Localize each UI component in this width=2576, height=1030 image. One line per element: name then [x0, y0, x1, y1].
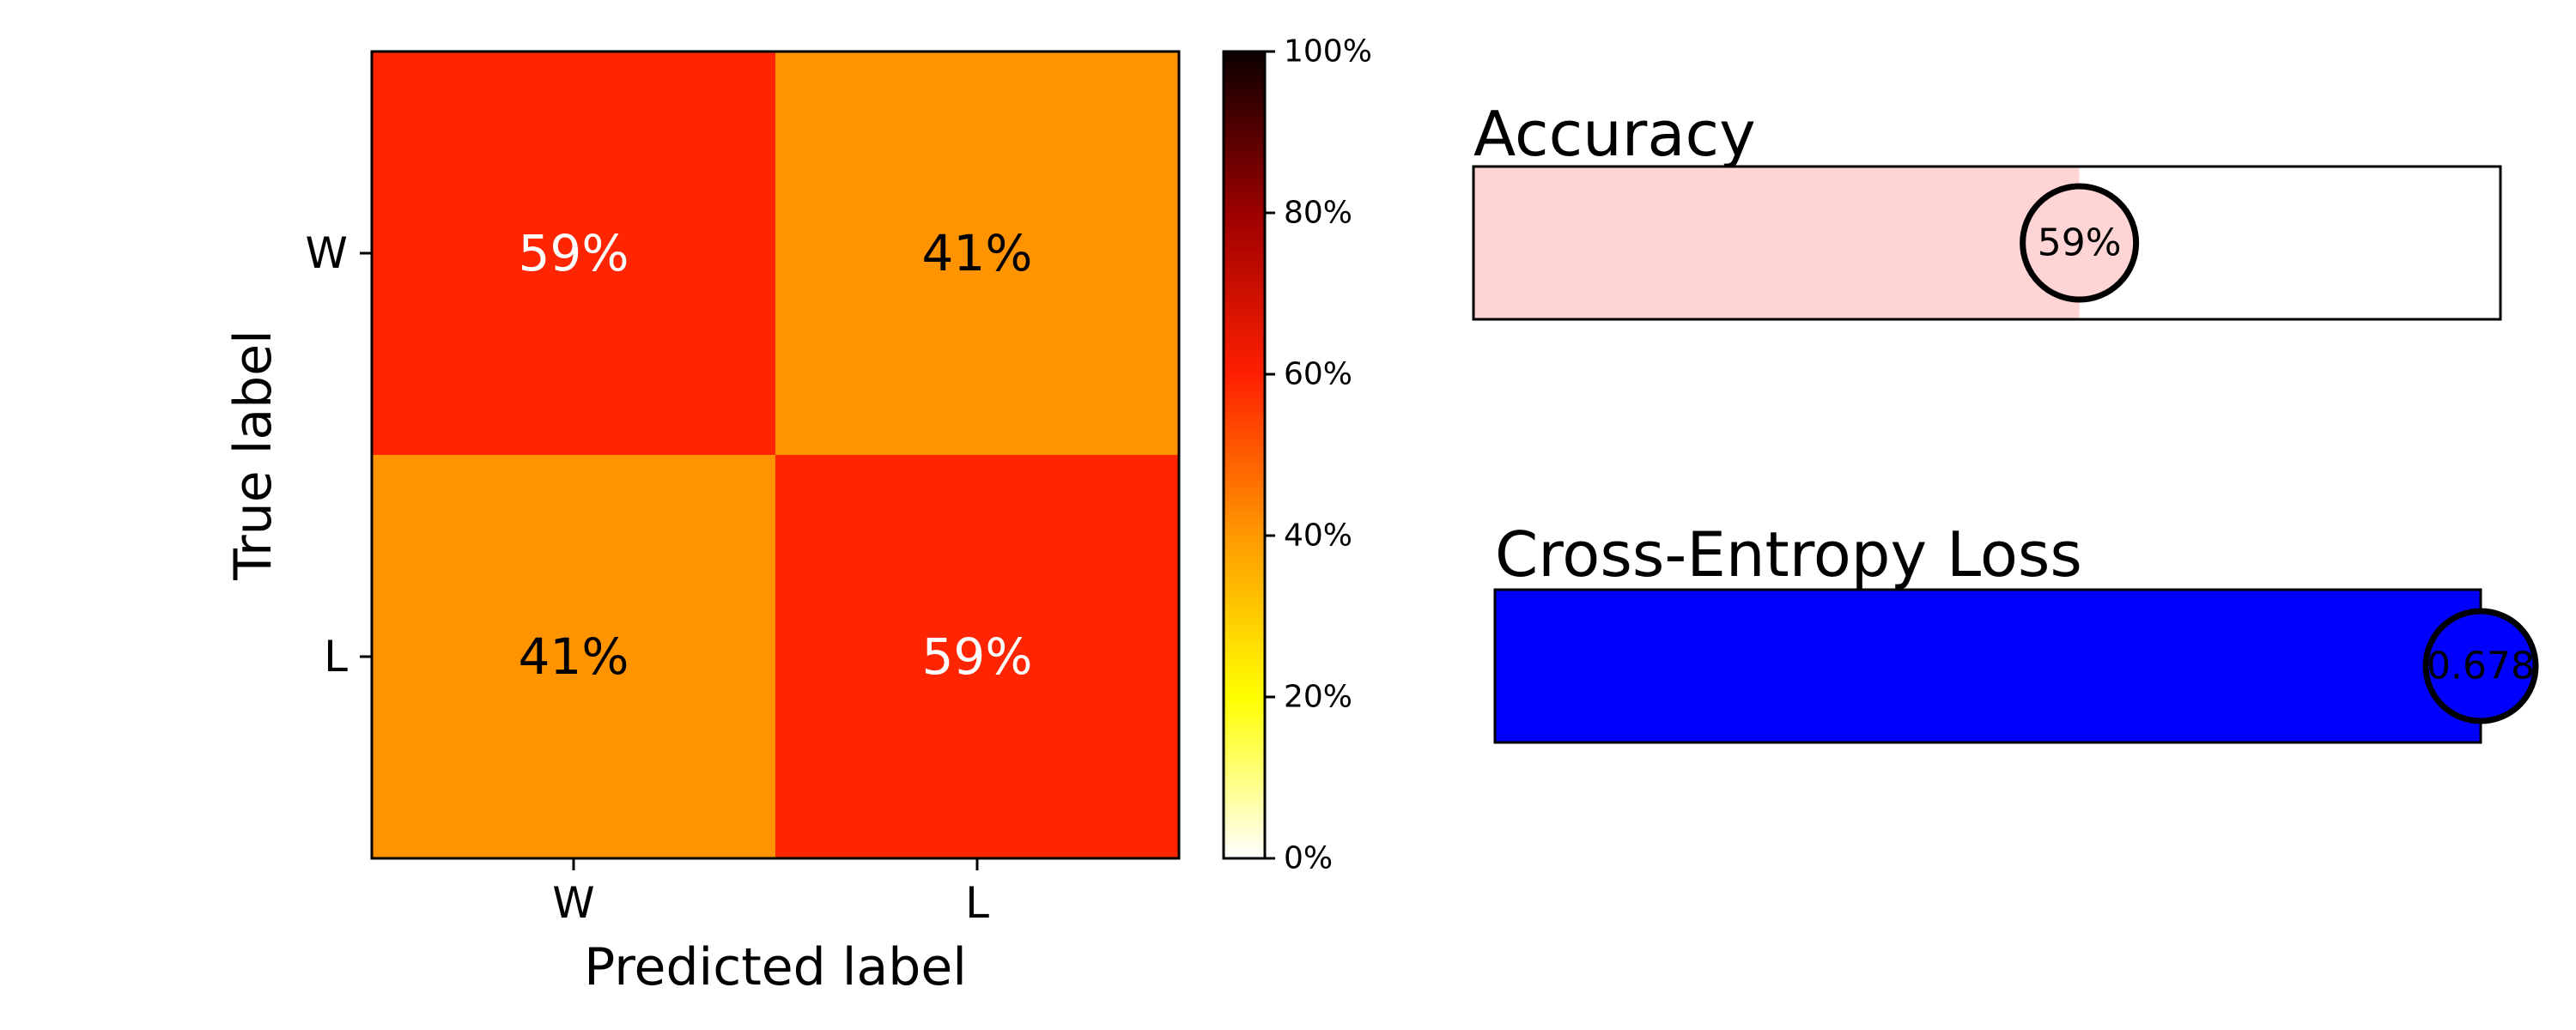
colorbar: 0% 20% 40% 60% 80% 100% — [1222, 34, 1372, 876]
accuracy-gauge: Accuracy 59% — [1472, 98, 2502, 321]
colorbar-gradient — [1222, 50, 1267, 860]
colorbar-tick-label: 20% — [1284, 680, 1352, 715]
confusion-matrix: 59% 41% 41% 59% W L W L Predicted label … — [223, 50, 1181, 997]
cell-label-0-0: 59% — [519, 224, 629, 282]
accuracy-frame — [1472, 165, 2502, 321]
y-tick-label: W — [306, 228, 348, 278]
colorbar-tick-label: 100% — [1284, 34, 1372, 70]
cell-0-0 — [372, 52, 775, 455]
colorbar-tick-label: 0% — [1284, 841, 1333, 876]
x-tick-label: W — [552, 878, 594, 928]
colorbar-tick-label: 40% — [1284, 518, 1352, 554]
accuracy-marker — [2020, 183, 2140, 303]
cell-0-1 — [775, 52, 1179, 455]
accuracy-fill — [1473, 167, 2080, 319]
matrix-frame — [370, 50, 1181, 860]
colorbar-tick-label: 60% — [1284, 357, 1352, 392]
y-tick-label: L — [324, 632, 348, 682]
y-axis-title: True label — [223, 330, 283, 581]
accuracy-title: Accuracy — [1473, 98, 1756, 170]
accuracy-value: 59% — [2038, 221, 2122, 265]
colorbar-ticks: 0% 20% 40% 60% 80% 100% — [1265, 34, 1372, 876]
cell-1-0 — [372, 455, 775, 858]
x-axis-title: Predicted label — [584, 937, 967, 997]
loss-value: 0.678 — [2427, 645, 2535, 688]
colorbar-tick-label: 80% — [1284, 196, 1352, 231]
x-tick-label: L — [965, 878, 989, 928]
cell-label-1-1: 59% — [922, 627, 1033, 686]
loss-marker — [2422, 608, 2539, 724]
cell-1-1 — [775, 455, 1179, 858]
cell-label-0-1: 41% — [922, 224, 1033, 282]
loss-gauge: Cross-Entropy Loss 0.678 — [1493, 518, 2539, 744]
loss-fill — [1493, 588, 2482, 744]
cell-label-1-0: 41% — [519, 627, 629, 686]
loss-title: Cross-Entropy Loss — [1495, 518, 2082, 591]
